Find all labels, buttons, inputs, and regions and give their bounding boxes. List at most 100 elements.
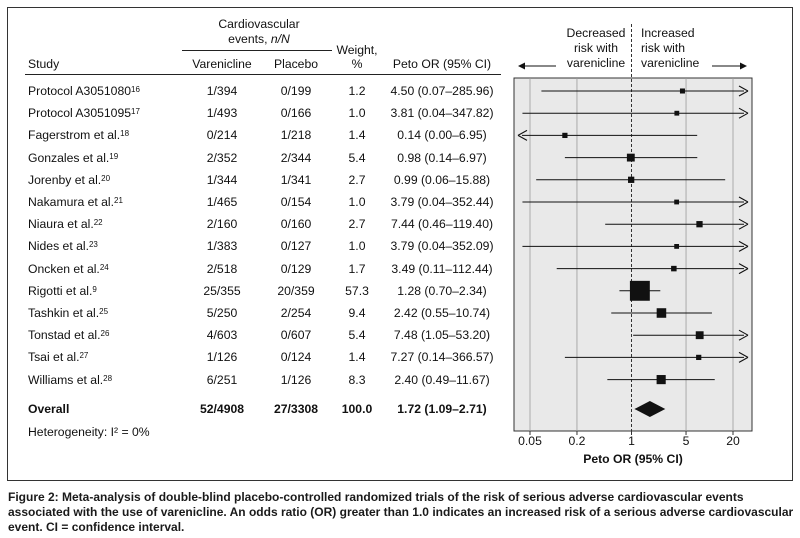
figure-frame xyxy=(7,7,793,481)
study-weight: 2.7 xyxy=(348,217,366,232)
varenicline-events: 1/465 xyxy=(206,195,238,209)
point-estimate xyxy=(656,375,666,385)
overall-varenicline: 52/4908 xyxy=(199,402,245,416)
overall-diamond xyxy=(634,401,666,417)
x-tick-label: 5 xyxy=(683,434,690,448)
reference-number: 21 xyxy=(114,196,123,205)
study-label: Tsai et al. xyxy=(28,350,80,365)
increased-label-3: varenicline xyxy=(641,56,700,70)
placebo-events: 0/154 xyxy=(280,195,312,209)
study-or: 3.81 (0.04–347.82) xyxy=(390,106,494,121)
varenicline-events: 1/126 xyxy=(206,350,238,365)
study-or: 3.79 (0.04–352.44) xyxy=(390,195,494,209)
study-label: Nakamura et al. xyxy=(28,195,115,209)
reference-number: 27 xyxy=(79,351,89,361)
placebo-events: 0/199 xyxy=(280,84,312,98)
x-tick-label: 0.05 xyxy=(518,434,542,448)
varenicline-events: 1/344 xyxy=(206,172,238,187)
study-or: 2.42 (0.55–10.74) xyxy=(393,306,491,320)
study-name: Oncken et al.24 xyxy=(28,262,109,276)
x-tick-label: 20 xyxy=(726,434,740,448)
study-or: 2.40 (0.49–11.67) xyxy=(394,372,490,387)
figure-caption: Figure 2: Meta-analysis of double-blind … xyxy=(8,490,794,534)
header-placebo: Placebo xyxy=(273,57,319,71)
reference-number: 22 xyxy=(93,218,103,228)
header-varenicline: Varenicline xyxy=(192,57,252,71)
varenicline-events: 2/518 xyxy=(206,261,238,276)
header-weight-1: Weight, xyxy=(336,43,378,57)
study-name: Williams et al.28 xyxy=(28,373,112,387)
study-or: 1.28 (0.70–2.34) xyxy=(397,283,487,298)
placebo-events: 0/124 xyxy=(280,350,312,365)
study-label: Tonstad et al. xyxy=(28,328,101,343)
varenicline-events: 25/355 xyxy=(203,283,241,298)
reference-number: 25 xyxy=(99,307,109,316)
reference-number: 23 xyxy=(88,240,98,250)
study-label: Nides et al. xyxy=(28,239,89,254)
study-weight: 1.0 xyxy=(348,106,366,121)
header-weight-2: % xyxy=(351,57,363,71)
study-weight: 8.3 xyxy=(348,372,366,387)
study-weight: 5.4 xyxy=(348,150,366,165)
point-estimate xyxy=(629,280,650,301)
placebo-events: 1/218 xyxy=(280,128,312,143)
study-or: 3.79 (0.04–352.09) xyxy=(390,239,494,254)
varenicline-events: 5/250 xyxy=(206,306,238,320)
study-label: Protocol A3051080 xyxy=(28,84,131,98)
reference-number: 18 xyxy=(120,129,130,139)
point-estimate xyxy=(674,110,680,116)
study-or: 0.14 (0.00–6.95) xyxy=(397,128,487,143)
point-estimate xyxy=(656,308,667,318)
placebo-events: 2/254 xyxy=(280,306,312,320)
placebo-events: 1/126 xyxy=(280,372,312,387)
placebo-events: 0/129 xyxy=(280,261,312,276)
study-or: 0.98 (0.14–6.97) xyxy=(397,150,487,165)
heterogeneity: Heterogeneity: I² = 0% xyxy=(28,425,150,439)
ci-arrow-right xyxy=(738,218,749,230)
x-tick-label: 0.2 xyxy=(568,434,585,448)
placebo-events: 0/127 xyxy=(280,239,312,254)
ci-arrow-right xyxy=(738,351,749,363)
placebo-events: 2/344 xyxy=(280,150,312,165)
point-estimate xyxy=(628,176,635,183)
placebo-events: 0/166 xyxy=(280,106,312,121)
x-tick-label: 1 xyxy=(628,434,635,448)
study-label: Gonzales et al. xyxy=(28,150,110,165)
ci-arrow-right xyxy=(738,240,749,252)
study-name: Tsai et al.27 xyxy=(28,350,88,364)
varenicline-events: 2/160 xyxy=(206,217,238,232)
study-label: Tashkin et al. xyxy=(28,306,100,320)
study-name: Nakamura et al.21 xyxy=(28,195,123,209)
placebo-events: 20/359 xyxy=(277,283,315,298)
point-estimate xyxy=(626,153,635,162)
reference-number: 19 xyxy=(109,151,119,161)
reference-number: 26 xyxy=(100,329,110,339)
ci-arrow-right xyxy=(738,107,749,119)
header-events-sub: events, n/N xyxy=(228,32,290,46)
study-name: Fagerstrom et al.18 xyxy=(28,128,129,142)
reference-number: 24 xyxy=(99,262,109,272)
study-name: Rigotti et al.9 xyxy=(28,284,97,298)
varenicline-events: 1/493 xyxy=(206,106,238,121)
point-estimate xyxy=(695,331,704,340)
point-estimate xyxy=(696,221,703,228)
header-peto: Peto OR (95% CI) xyxy=(392,57,492,71)
study-or: 0.99 (0.06–15.88) xyxy=(393,172,491,187)
study-weight: 9.4 xyxy=(348,306,366,320)
reference-number: 9 xyxy=(92,284,97,294)
ci-arrow-right xyxy=(738,329,749,341)
decreased-arrow-head xyxy=(518,62,525,70)
header-rule xyxy=(182,50,332,51)
study-or: 7.48 (1.05–53.20) xyxy=(393,328,491,343)
study-or: 3.49 (0.11–112.44) xyxy=(391,261,493,276)
study-label: Jorenby et al. xyxy=(28,172,102,187)
study-name: Niaura et al.22 xyxy=(28,217,103,231)
header-events-group: Cardiovascular xyxy=(218,17,300,31)
study-label: Niaura et al. xyxy=(28,217,94,232)
study-name: Jorenby et al.20 xyxy=(28,173,110,187)
varenicline-events: 1/383 xyxy=(206,239,238,254)
reference-number: 28 xyxy=(103,373,113,383)
point-estimate xyxy=(671,265,677,272)
point-estimate xyxy=(674,199,680,205)
